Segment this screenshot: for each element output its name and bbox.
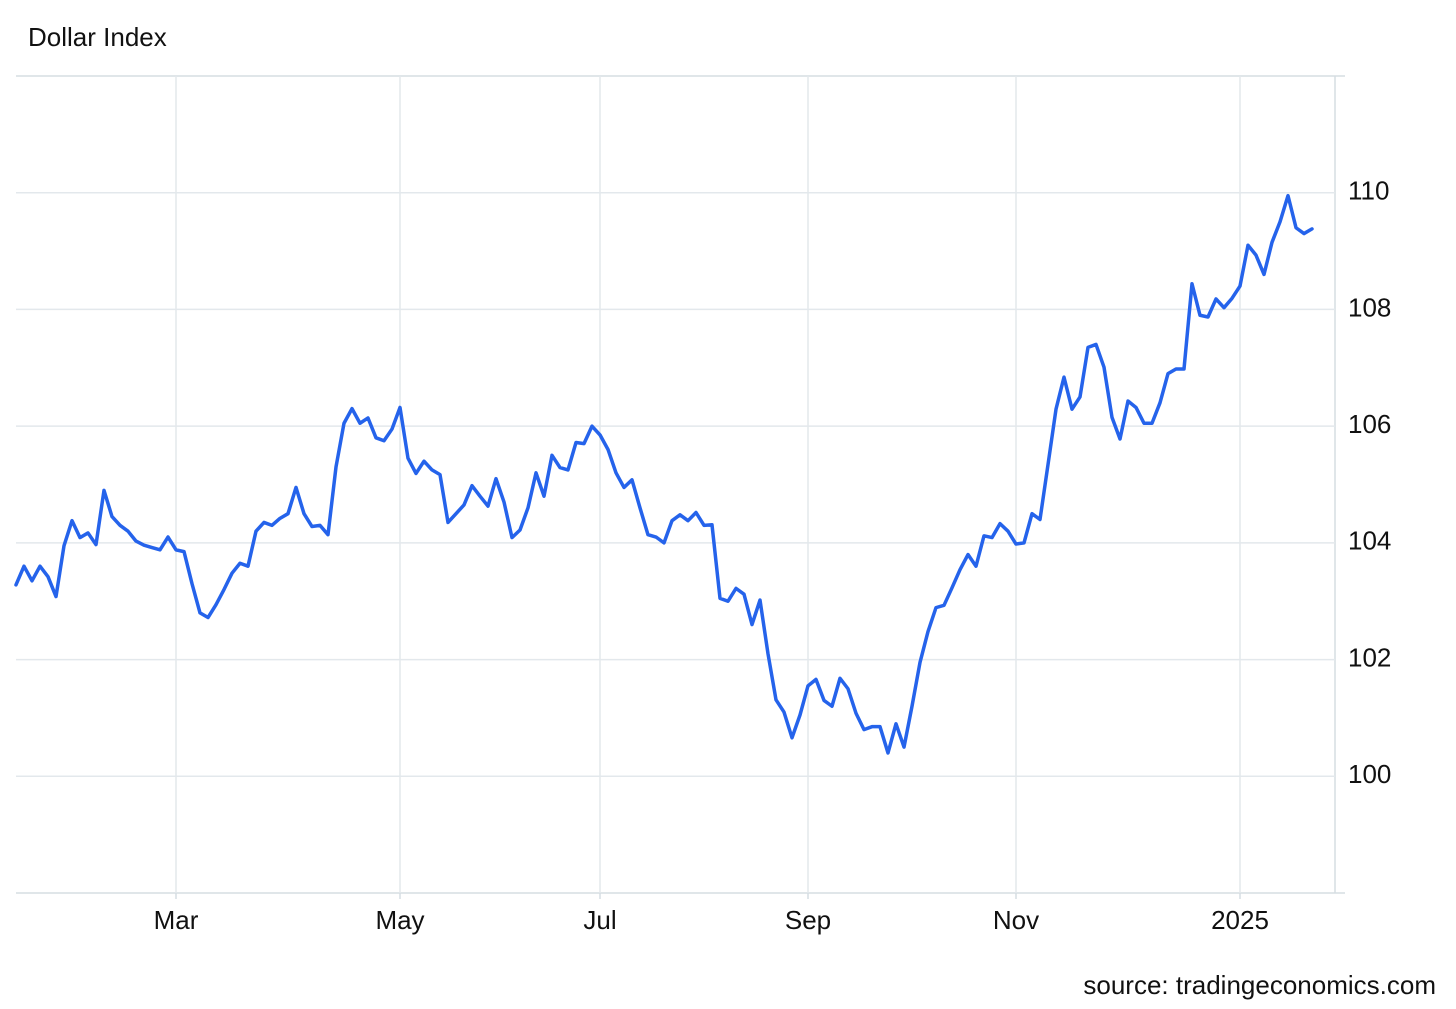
y-tick-label: 106 (1348, 409, 1391, 439)
x-tick-label: Nov (993, 905, 1039, 935)
x-tick-label: May (375, 905, 424, 935)
y-tick-label: 100 (1348, 759, 1391, 789)
source-note: source: tradingeconomics.com (1083, 970, 1436, 1000)
x-tick-label: 2025 (1211, 905, 1269, 935)
chart-title: Dollar Index (28, 22, 167, 52)
y-tick-label: 110 (1348, 176, 1389, 206)
data-line (14, 193, 1314, 755)
y-tick-label: 104 (1348, 526, 1391, 556)
y-tick-label: 102 (1348, 642, 1391, 672)
x-tick-label: Jul (583, 905, 616, 935)
x-tick-label: Mar (154, 905, 199, 935)
x-tick-label: Sep (785, 905, 831, 935)
y-tick-label: 108 (1348, 292, 1391, 322)
